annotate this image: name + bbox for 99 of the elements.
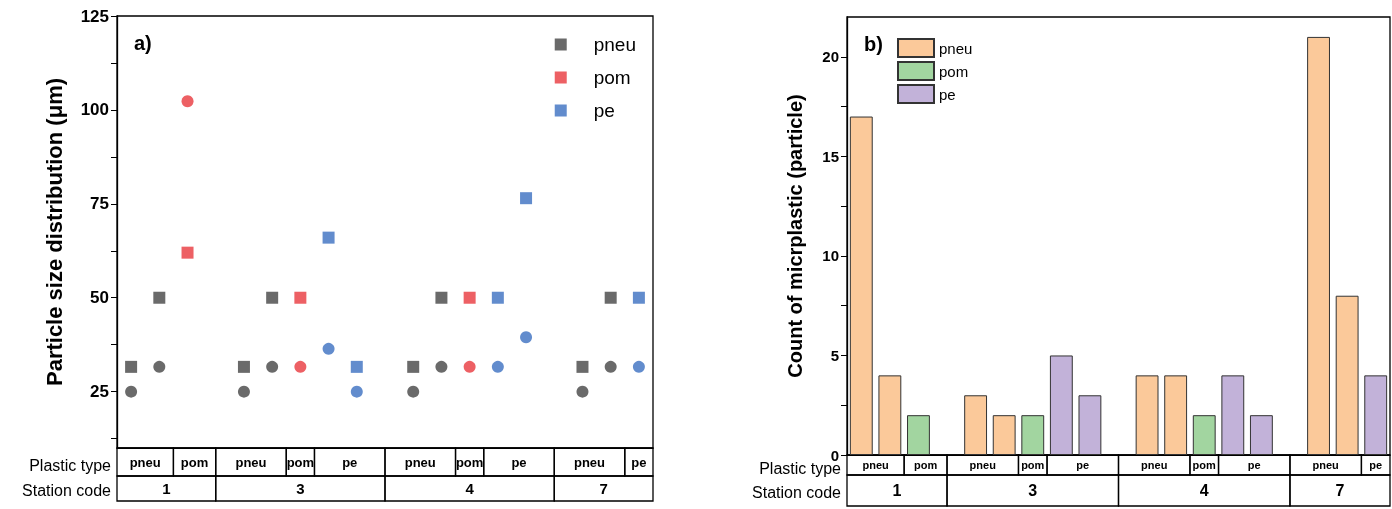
text: 1	[162, 480, 171, 497]
point	[125, 360, 138, 373]
y-tick-label: 10	[822, 247, 839, 265]
text: 4	[465, 480, 475, 497]
bar	[849, 116, 873, 455]
text: pom	[286, 454, 315, 470]
text: pe	[1076, 459, 1090, 471]
bar	[1335, 295, 1359, 455]
text: pe	[1369, 459, 1383, 471]
bar	[1364, 375, 1388, 455]
point	[153, 360, 166, 373]
point	[237, 360, 250, 373]
text: pom	[1192, 459, 1216, 471]
y-tick-label: 125	[80, 6, 109, 26]
text: pom	[180, 454, 209, 470]
point	[294, 291, 307, 304]
point	[407, 360, 420, 373]
point	[520, 192, 533, 205]
bar	[1049, 355, 1073, 455]
point	[520, 331, 533, 344]
text: pneu	[574, 454, 606, 470]
y-tick-label: 15	[822, 147, 839, 165]
legend-label: pneu	[593, 34, 637, 55]
point	[407, 385, 420, 398]
y-tick-label: 75	[90, 194, 109, 214]
text: 3	[296, 480, 305, 497]
text: 7	[599, 480, 608, 497]
text: pom	[913, 459, 938, 471]
legend-label: pe	[939, 85, 956, 103]
y-tick-label: 20	[822, 48, 839, 66]
point	[125, 385, 138, 398]
point	[632, 360, 645, 373]
bar	[964, 395, 988, 455]
point	[322, 231, 335, 244]
y-tick-label: 50	[90, 288, 109, 308]
bar	[1021, 415, 1045, 455]
point	[576, 360, 589, 373]
point	[491, 360, 504, 373]
point	[237, 385, 250, 398]
text: 3	[1028, 482, 1038, 499]
text: a)	[134, 32, 152, 54]
legend-label: pneu	[939, 39, 973, 57]
text: 1	[892, 482, 902, 499]
y-axis-title: Count of micrplastic (particle)	[784, 94, 806, 378]
text: pneu	[1141, 459, 1168, 471]
point	[181, 95, 194, 108]
point	[266, 291, 279, 304]
point	[322, 342, 335, 355]
bar	[1078, 395, 1102, 455]
point	[181, 246, 194, 259]
point	[153, 291, 166, 304]
bar	[907, 415, 930, 455]
text: Plastic type	[29, 456, 112, 474]
text: pe	[342, 454, 358, 470]
text: b)	[864, 33, 883, 55]
bar	[878, 375, 902, 455]
text: pneu	[404, 454, 436, 470]
point	[350, 360, 363, 373]
y-tick-label: 0	[830, 446, 839, 464]
point	[350, 385, 363, 398]
text: pneu	[1312, 459, 1339, 471]
bar	[1192, 415, 1216, 455]
text: Station code	[752, 484, 842, 501]
text: pom	[1021, 459, 1045, 471]
point	[604, 291, 617, 304]
point	[604, 360, 617, 373]
y-tick-label: 25	[90, 382, 109, 402]
text: pneu	[969, 459, 996, 471]
text: pneu	[862, 459, 889, 471]
bar	[1164, 375, 1188, 455]
y-axis-title: Particle size distribution (μm)	[41, 77, 67, 387]
text: pneu	[235, 454, 267, 470]
y-tick-label: 5	[830, 346, 839, 364]
bar	[1221, 375, 1245, 455]
text: pneu	[129, 454, 161, 470]
point	[491, 291, 504, 304]
y-tick-label: 100	[80, 100, 109, 120]
point	[463, 360, 476, 373]
point	[294, 360, 307, 373]
text: pe	[511, 454, 527, 470]
text: pe	[631, 454, 647, 470]
text: 4	[1199, 482, 1209, 499]
text: 7	[1335, 482, 1345, 499]
bar	[1249, 415, 1273, 455]
bar	[992, 415, 1016, 455]
text: Station code	[22, 482, 112, 499]
point	[435, 291, 448, 304]
text: pe	[1247, 459, 1261, 471]
point	[266, 360, 279, 373]
text: pom	[455, 454, 484, 470]
point	[463, 291, 476, 304]
point	[435, 360, 448, 373]
legend-label: pe	[593, 100, 615, 121]
bar	[1135, 375, 1159, 455]
bar	[1307, 36, 1330, 455]
point	[576, 385, 589, 398]
legend-label: pom	[593, 67, 631, 88]
legend-label: pom	[939, 62, 969, 80]
point	[632, 291, 645, 304]
